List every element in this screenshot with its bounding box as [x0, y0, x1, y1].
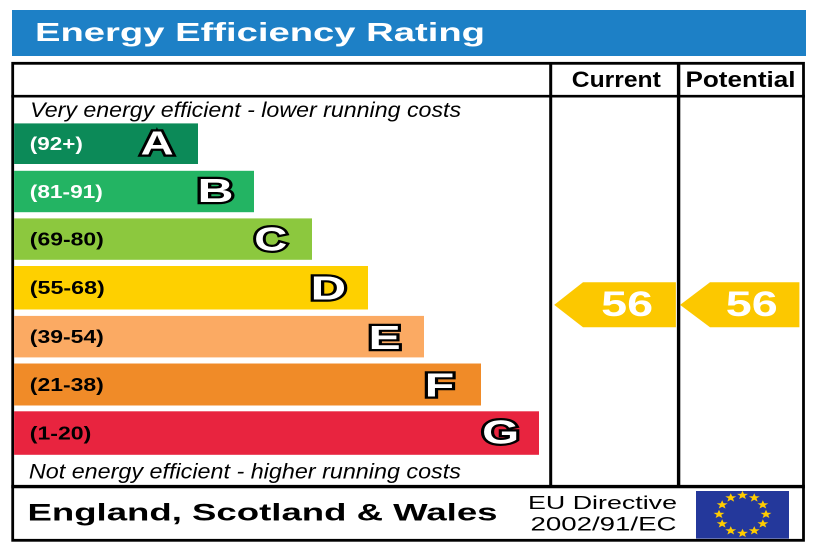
- svg-text:Current: Current: [572, 67, 662, 92]
- svg-text:(69-80): (69-80): [30, 229, 104, 249]
- svg-text:Not energy efficient - higher: Not energy efficient - higher running co…: [29, 461, 462, 484]
- svg-text:C: C: [254, 221, 287, 258]
- svg-text:Very energy efficient - lower: Very energy efficient - lower running co…: [30, 99, 462, 122]
- svg-text:D: D: [311, 269, 347, 306]
- svg-text:(92+): (92+): [30, 134, 83, 154]
- svg-text:(55-68): (55-68): [30, 278, 105, 298]
- svg-text:56: 56: [601, 284, 653, 324]
- svg-text:56: 56: [726, 284, 778, 324]
- svg-text:Potential: Potential: [686, 67, 796, 92]
- svg-text:A: A: [141, 125, 174, 162]
- svg-text:(21-38): (21-38): [30, 375, 104, 395]
- svg-text:(1-20): (1-20): [30, 423, 92, 443]
- svg-text:Energy Efficiency Rating: Energy Efficiency Rating: [35, 17, 485, 47]
- svg-text:G: G: [482, 414, 519, 451]
- svg-text:(39-54): (39-54): [30, 327, 104, 347]
- svg-text:(81-91): (81-91): [30, 182, 103, 202]
- svg-text:England, Scotland & Wales: England, Scotland & Wales: [28, 499, 498, 526]
- svg-text:2002/91/EC: 2002/91/EC: [531, 514, 677, 535]
- svg-text:B: B: [198, 172, 234, 209]
- svg-text:EU Directive: EU Directive: [528, 492, 677, 513]
- svg-text:E: E: [369, 319, 401, 356]
- svg-text:F: F: [425, 367, 455, 404]
